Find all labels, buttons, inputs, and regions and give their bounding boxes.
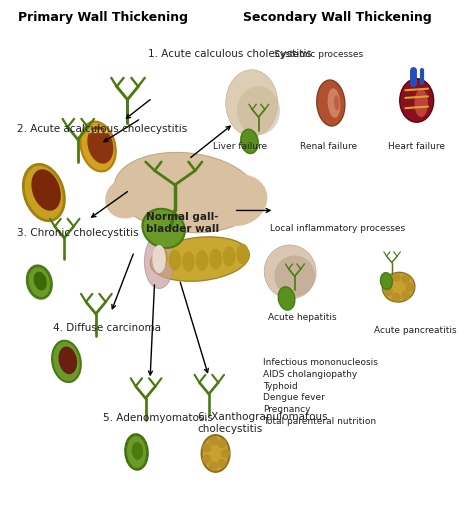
Ellipse shape: [52, 341, 81, 382]
Ellipse shape: [150, 237, 249, 281]
Ellipse shape: [400, 78, 434, 122]
Text: Acute pancreatitis: Acute pancreatitis: [374, 326, 456, 335]
Text: 4. Diffuse carcinoma: 4. Diffuse carcinoma: [53, 323, 161, 333]
Ellipse shape: [88, 129, 92, 133]
Text: Systemic processes: Systemic processes: [274, 50, 364, 59]
Ellipse shape: [145, 235, 174, 288]
Text: Normal gall-
bladder wall: Normal gall- bladder wall: [146, 212, 219, 234]
Ellipse shape: [237, 244, 249, 264]
Ellipse shape: [114, 152, 258, 233]
Ellipse shape: [31, 169, 61, 211]
Ellipse shape: [221, 449, 230, 458]
Text: Liver failure: Liver failure: [213, 142, 267, 151]
Ellipse shape: [87, 126, 113, 164]
Text: 5. Adenomyomatosis: 5. Adenomyomatosis: [102, 412, 212, 423]
Ellipse shape: [401, 290, 410, 300]
Text: Heart failure: Heart failure: [388, 142, 445, 151]
Text: Primary Wall Thickening: Primary Wall Thickening: [18, 11, 188, 24]
Ellipse shape: [202, 455, 211, 464]
Ellipse shape: [105, 177, 150, 219]
Ellipse shape: [328, 88, 340, 118]
Ellipse shape: [209, 461, 218, 470]
Ellipse shape: [169, 250, 181, 270]
Ellipse shape: [278, 287, 295, 310]
Ellipse shape: [99, 129, 103, 133]
Ellipse shape: [401, 274, 410, 284]
Ellipse shape: [34, 271, 47, 290]
Ellipse shape: [384, 278, 393, 287]
Ellipse shape: [155, 247, 168, 268]
Ellipse shape: [209, 437, 218, 446]
Ellipse shape: [217, 459, 226, 468]
Ellipse shape: [81, 122, 116, 171]
Text: 6. Xanthogranulomatous
cholecystitis: 6. Xanthogranulomatous cholecystitis: [198, 412, 327, 433]
Ellipse shape: [274, 255, 315, 297]
Text: Renal failure: Renal failure: [300, 142, 357, 151]
Ellipse shape: [202, 443, 211, 452]
Ellipse shape: [104, 129, 109, 133]
Ellipse shape: [384, 287, 393, 296]
Ellipse shape: [392, 292, 401, 302]
Ellipse shape: [414, 89, 428, 117]
Ellipse shape: [142, 209, 185, 248]
Ellipse shape: [383, 272, 415, 302]
Ellipse shape: [223, 246, 236, 267]
Ellipse shape: [381, 273, 392, 289]
Text: 3. Chronic cholecystitis: 3. Chronic cholecystitis: [17, 228, 138, 239]
Text: Infectious mononucleosis
AIDS cholangiopathy
Typhoid
Dengue fever
Pregnancy
Tota: Infectious mononucleosis AIDS cholangiop…: [263, 358, 378, 426]
Ellipse shape: [209, 174, 267, 226]
Ellipse shape: [182, 251, 195, 272]
Ellipse shape: [196, 250, 209, 271]
Ellipse shape: [317, 80, 345, 126]
Ellipse shape: [58, 346, 77, 374]
Ellipse shape: [82, 129, 87, 133]
Ellipse shape: [264, 245, 316, 299]
Ellipse shape: [405, 283, 414, 292]
Ellipse shape: [201, 435, 229, 472]
Text: 1. Acute calculous cholecystitis: 1. Acute calculous cholecystitis: [148, 49, 312, 60]
Text: Secondary Wall Thickening: Secondary Wall Thickening: [243, 11, 432, 24]
Ellipse shape: [392, 272, 401, 282]
Ellipse shape: [152, 245, 166, 273]
Ellipse shape: [217, 439, 226, 448]
Ellipse shape: [132, 442, 143, 460]
Ellipse shape: [27, 266, 52, 299]
Ellipse shape: [334, 95, 339, 111]
Ellipse shape: [226, 70, 278, 136]
Text: Acute hepatitis: Acute hepatitis: [267, 313, 336, 322]
Ellipse shape: [93, 129, 98, 133]
Ellipse shape: [209, 249, 222, 269]
Ellipse shape: [126, 435, 147, 469]
Text: Local inflammatory processes: Local inflammatory processes: [270, 224, 405, 233]
Ellipse shape: [23, 164, 64, 221]
Text: 2. Acute acalculous cholecystitis: 2. Acute acalculous cholecystitis: [17, 124, 187, 133]
Ellipse shape: [241, 129, 258, 153]
Ellipse shape: [237, 86, 280, 135]
